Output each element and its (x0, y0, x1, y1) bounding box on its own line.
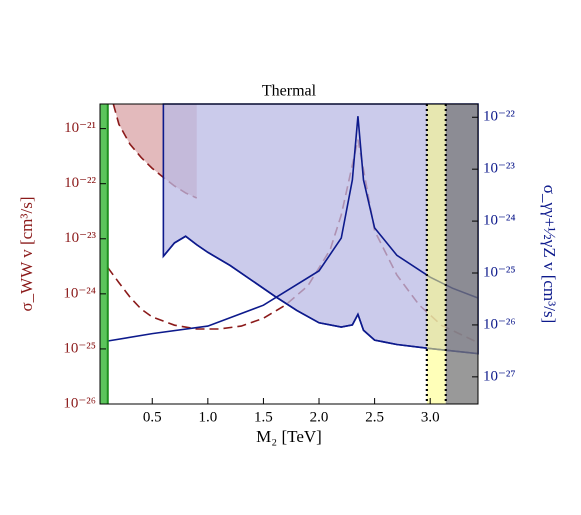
chart-title: Thermal (262, 83, 317, 100)
y2-tick-label: 10⁻²⁴ (483, 213, 516, 229)
x-tick-label: 2.5 (365, 409, 384, 425)
y-tick-label: 10⁻²⁵ (63, 340, 96, 356)
y2-tick-label: 10⁻²⁷ (483, 368, 516, 384)
band (100, 104, 108, 404)
y-tick-label: 10⁻²² (64, 175, 96, 191)
x-tick-label: 1.0 (198, 409, 217, 425)
x-axis-label: M₂ [TeV] (256, 427, 322, 446)
x-tick-label: 1.5 (254, 409, 273, 425)
x-tick-label: 0.5 (143, 409, 162, 425)
y-tick-label: 10⁻²⁶ (63, 395, 96, 411)
x-tick-label: 2.0 (310, 409, 329, 425)
y2-axis-label: σ_γγ+½γZ v [cm³/s] (540, 185, 559, 323)
band (445, 104, 478, 404)
y-tick-label: 10⁻²⁴ (63, 285, 96, 301)
y-tick-label: 10⁻²³ (64, 230, 96, 246)
y2-tick-label: 10⁻²⁵ (483, 264, 516, 280)
y2-tick-label: 10⁻²³ (483, 161, 515, 177)
x-tick-label: 3.0 (421, 409, 440, 425)
y2-tick-label: 10⁻²⁶ (483, 316, 516, 332)
y2-tick-label: 10⁻²² (483, 109, 515, 125)
y-axis-label: σ_WW v [cm³/s] (17, 197, 36, 312)
band (426, 104, 446, 404)
curve (162, 235, 479, 355)
plot-frame (99, 103, 479, 405)
curve (107, 116, 479, 342)
y-tick-label: 10⁻²¹ (64, 120, 96, 136)
